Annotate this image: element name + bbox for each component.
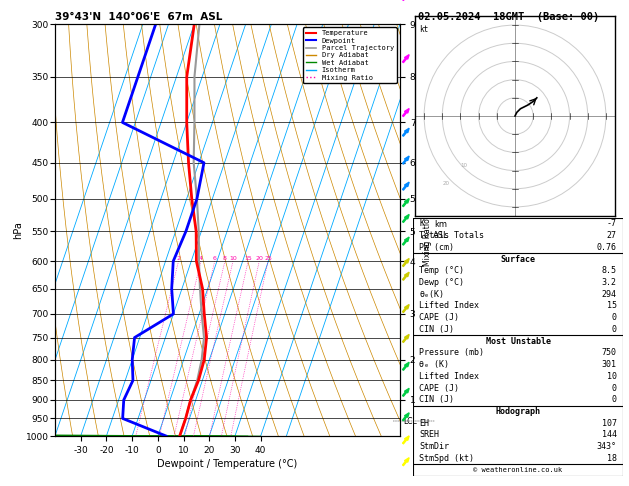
- Text: θₑ (K): θₑ (K): [420, 360, 449, 369]
- Text: Lifted Index: Lifted Index: [420, 372, 479, 381]
- Text: Mixing Ratio (g/kg): Mixing Ratio (g/kg): [423, 193, 432, 266]
- Text: 8: 8: [223, 256, 227, 261]
- Text: 0: 0: [611, 383, 616, 393]
- Text: 0: 0: [611, 395, 616, 404]
- Text: 20: 20: [255, 256, 263, 261]
- Text: StmDir: StmDir: [420, 442, 449, 451]
- Text: -7: -7: [607, 219, 616, 228]
- Text: 3.2: 3.2: [602, 278, 616, 287]
- Text: LCL: LCL: [403, 417, 417, 426]
- Text: 8.5: 8.5: [602, 266, 616, 275]
- Text: Temp (°C): Temp (°C): [420, 266, 464, 275]
- Text: 294: 294: [602, 290, 616, 299]
- Text: PW (cm): PW (cm): [420, 243, 454, 252]
- Text: 27: 27: [607, 231, 616, 240]
- Text: 144: 144: [602, 431, 616, 439]
- Legend: Temperature, Dewpoint, Parcel Trajectory, Dry Adiabat, Wet Adiabat, Isotherm, Mi: Temperature, Dewpoint, Parcel Trajectory…: [303, 28, 396, 84]
- Text: CIN (J): CIN (J): [420, 325, 454, 334]
- Text: CIN (J): CIN (J): [420, 395, 454, 404]
- Text: 15: 15: [244, 256, 252, 261]
- Text: 18: 18: [607, 454, 616, 463]
- Text: 20: 20: [442, 181, 449, 186]
- Text: CAPE (J): CAPE (J): [420, 383, 459, 393]
- Text: 4: 4: [199, 256, 203, 261]
- Text: 39°43'N  140°06'E  67m  ASL: 39°43'N 140°06'E 67m ASL: [55, 12, 223, 22]
- Text: 10: 10: [607, 372, 616, 381]
- Y-axis label: hPa: hPa: [13, 221, 23, 239]
- Text: Pressure (mb): Pressure (mb): [420, 348, 484, 357]
- Text: 25: 25: [264, 256, 272, 261]
- Text: θₑ(K): θₑ(K): [420, 290, 444, 299]
- Text: kt: kt: [419, 25, 428, 34]
- Text: Surface: Surface: [501, 255, 535, 263]
- Text: 0.76: 0.76: [597, 243, 616, 252]
- Text: 02.05.2024  18GMT  (Base: 00): 02.05.2024 18GMT (Base: 00): [418, 12, 599, 22]
- Text: 0: 0: [611, 313, 616, 322]
- Text: 107: 107: [602, 419, 616, 428]
- Text: Lifted Index: Lifted Index: [420, 301, 479, 311]
- Text: CAPE (J): CAPE (J): [420, 313, 459, 322]
- Text: © weatheronline.co.uk: © weatheronline.co.uk: [474, 467, 562, 473]
- Text: 2: 2: [177, 256, 181, 261]
- Text: Totals Totals: Totals Totals: [420, 231, 484, 240]
- X-axis label: Dewpoint / Temperature (°C): Dewpoint / Temperature (°C): [157, 459, 298, 469]
- Y-axis label: km
ASL: km ASL: [433, 220, 448, 240]
- Text: Dewp (°C): Dewp (°C): [420, 278, 464, 287]
- Text: 15: 15: [607, 301, 616, 311]
- Text: 10: 10: [460, 163, 467, 168]
- Text: Hodograph: Hodograph: [496, 407, 540, 416]
- Text: 0: 0: [611, 325, 616, 334]
- Text: SREH: SREH: [420, 431, 439, 439]
- Text: 6: 6: [213, 256, 216, 261]
- Text: K: K: [420, 219, 425, 228]
- Text: 301: 301: [602, 360, 616, 369]
- Text: 750: 750: [602, 348, 616, 357]
- Text: 343°: 343°: [597, 442, 616, 451]
- Text: EH: EH: [420, 419, 430, 428]
- Text: Most Unstable: Most Unstable: [486, 337, 550, 346]
- Text: 10: 10: [229, 256, 237, 261]
- Text: StmSpd (kt): StmSpd (kt): [420, 454, 474, 463]
